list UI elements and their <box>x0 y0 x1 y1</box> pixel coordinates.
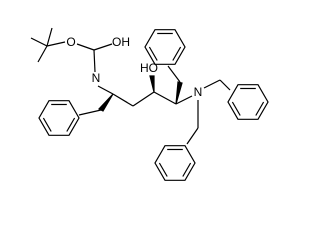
double-bond <box>66 117 76 132</box>
atom-label: N <box>92 71 101 85</box>
bond <box>46 41 66 47</box>
bond <box>46 27 53 47</box>
double-bond <box>182 162 192 177</box>
bond <box>153 91 177 105</box>
bond <box>97 85 114 95</box>
double-bond <box>42 117 52 132</box>
double-bond <box>231 101 241 116</box>
double-bond <box>148 46 158 61</box>
benzene-ring <box>154 145 196 181</box>
bond <box>175 95 193 105</box>
bond <box>167 65 181 83</box>
bond <box>93 49 96 73</box>
bond <box>132 91 155 107</box>
atom-label: OH <box>112 35 130 49</box>
wedge-bond <box>98 93 114 112</box>
bond <box>203 79 221 89</box>
double-bond <box>158 162 168 177</box>
structure: O OH N HO N <box>30 27 269 181</box>
benzene-ring <box>38 100 80 136</box>
double-bond <box>255 101 265 116</box>
bond <box>219 79 231 91</box>
bonds <box>30 27 231 145</box>
bond <box>112 93 134 107</box>
bond <box>93 43 113 51</box>
bond <box>78 109 102 116</box>
wedge-bond <box>175 81 183 105</box>
bond <box>30 37 48 47</box>
bond <box>76 43 95 51</box>
wedge-bond <box>149 75 155 93</box>
bond <box>37 45 48 63</box>
atom-label: N <box>194 85 203 99</box>
atom-label: HO <box>140 61 158 75</box>
benzene-ring <box>227 84 269 120</box>
double-bond <box>172 46 182 61</box>
benzene-ring <box>144 29 186 65</box>
atom-label: O <box>66 35 75 49</box>
bond <box>186 127 199 145</box>
